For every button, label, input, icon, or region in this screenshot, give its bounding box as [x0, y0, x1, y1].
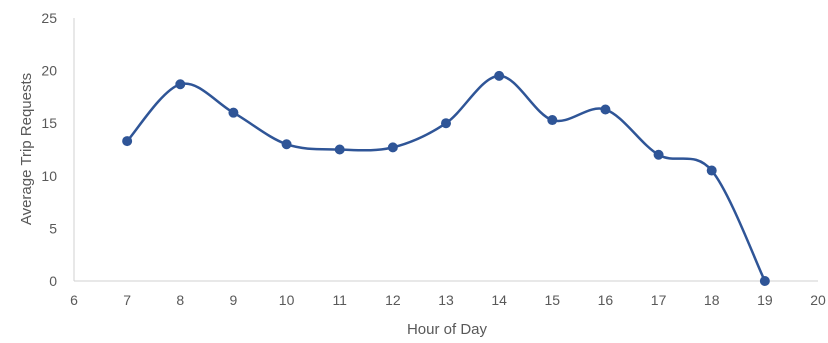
x-tick-label: 15	[544, 292, 560, 308]
data-point	[600, 104, 611, 115]
data-point	[228, 107, 239, 118]
y-axis-label: Average Trip Requests	[18, 73, 35, 225]
data-point	[175, 79, 186, 90]
data-point	[494, 70, 505, 81]
y-tick-label: 15	[41, 115, 57, 131]
x-tick-label: 14	[491, 292, 507, 308]
series-line-0	[126, 74, 766, 282]
series-layer	[122, 70, 770, 286]
data-point	[281, 139, 292, 150]
x-tick-labels: 6 7 8 9 10 11 12 13 14 15 16 17 18 19 20	[70, 292, 826, 308]
data-point	[759, 276, 770, 286]
x-tick-label: 9	[230, 292, 238, 308]
y-tick-label: 10	[41, 168, 57, 184]
data-point	[122, 136, 133, 147]
x-tick-label: 18	[704, 292, 720, 308]
y-tick-label: 0	[49, 273, 57, 289]
data-point	[653, 149, 664, 160]
data-point	[387, 142, 398, 153]
x-axis-label: Hour of Day	[407, 321, 488, 338]
x-tick-label: 10	[279, 292, 295, 308]
data-point	[547, 115, 558, 126]
x-tick-label: 7	[123, 292, 131, 308]
x-tick-label: 19	[757, 292, 773, 308]
data-point	[334, 144, 345, 155]
x-tick-label: 6	[70, 292, 78, 308]
x-tick-label: 11	[332, 292, 347, 308]
x-tick-label: 12	[385, 292, 401, 308]
y-tick-label: 25	[41, 10, 57, 26]
y-tick-label: 5	[49, 220, 57, 236]
x-tick-label: 16	[598, 292, 614, 308]
data-point	[441, 118, 451, 129]
x-tick-label: 8	[176, 292, 184, 308]
x-tick-label: 17	[651, 292, 667, 308]
data-point	[706, 165, 717, 176]
y-tick-labels: 0 5 10 15 20 25	[41, 10, 57, 289]
x-tick-label: 20	[810, 292, 826, 308]
x-tick-label: 13	[438, 292, 454, 308]
y-tick-label: 20	[41, 63, 57, 79]
